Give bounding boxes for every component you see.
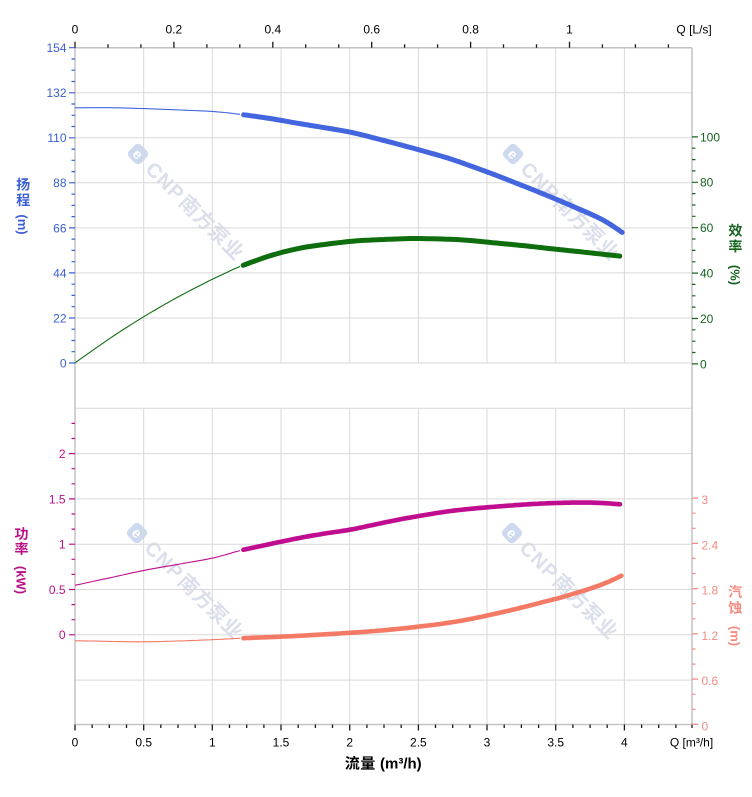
svg-text:CNP: CNP [141, 158, 189, 206]
svg-text:100: 100 [700, 130, 720, 144]
svg-text:80: 80 [700, 176, 714, 190]
svg-text:0: 0 [72, 736, 79, 750]
svg-text:2: 2 [346, 736, 353, 750]
svg-text:(%): (%) [727, 265, 742, 285]
svg-text:0: 0 [700, 357, 707, 371]
svg-text:0: 0 [60, 356, 67, 370]
svg-text:22: 22 [53, 311, 67, 325]
svg-text:Q [L/s]: Q [L/s] [676, 23, 711, 37]
svg-text:1: 1 [566, 23, 573, 37]
svg-text:0.4: 0.4 [264, 23, 281, 37]
svg-text:0: 0 [702, 719, 709, 733]
svg-text:0: 0 [59, 628, 66, 642]
svg-text:3: 3 [484, 736, 491, 750]
svg-text:(kW): (kW) [13, 566, 28, 594]
svg-text:1: 1 [209, 736, 216, 750]
svg-text:1.2: 1.2 [702, 629, 719, 643]
svg-text:0.5: 0.5 [135, 736, 152, 750]
svg-text:132: 132 [46, 86, 66, 100]
svg-text:0.2: 0.2 [166, 23, 183, 37]
svg-text:(m): (m) [15, 214, 30, 234]
svg-text:0.6: 0.6 [702, 674, 719, 688]
svg-text:44: 44 [53, 266, 67, 280]
svg-text:4: 4 [621, 736, 628, 750]
svg-text:0.5: 0.5 [49, 583, 66, 597]
svg-text:3: 3 [702, 493, 709, 507]
svg-text:0: 0 [72, 23, 79, 37]
svg-text:(m³/h): (m³/h) [380, 756, 422, 773]
svg-text:0.8: 0.8 [462, 23, 479, 37]
svg-text:3.5: 3.5 [547, 736, 564, 750]
svg-text:Q [m³/h]: Q [m³/h] [670, 736, 713, 750]
svg-text:66: 66 [53, 221, 67, 235]
svg-text:2.5: 2.5 [410, 736, 427, 750]
svg-text:0.6: 0.6 [363, 23, 380, 37]
svg-text:1.5: 1.5 [49, 492, 66, 506]
svg-text:40: 40 [700, 267, 714, 281]
svg-text:2.4: 2.4 [702, 538, 719, 552]
svg-text:60: 60 [700, 221, 714, 235]
svg-text:2: 2 [59, 447, 66, 461]
svg-text:(m): (m) [728, 626, 743, 646]
svg-text:1.5: 1.5 [273, 736, 290, 750]
svg-text:88: 88 [53, 176, 67, 190]
svg-text:154: 154 [46, 41, 66, 55]
svg-text:1: 1 [59, 538, 66, 552]
svg-text:110: 110 [47, 131, 66, 145]
svg-text:20: 20 [700, 312, 714, 326]
svg-text:1.8: 1.8 [702, 584, 719, 598]
